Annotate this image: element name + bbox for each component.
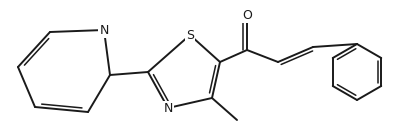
Text: S: S (186, 29, 194, 41)
Text: O: O (242, 9, 252, 22)
Text: N: N (100, 24, 109, 37)
Text: N: N (163, 102, 173, 115)
